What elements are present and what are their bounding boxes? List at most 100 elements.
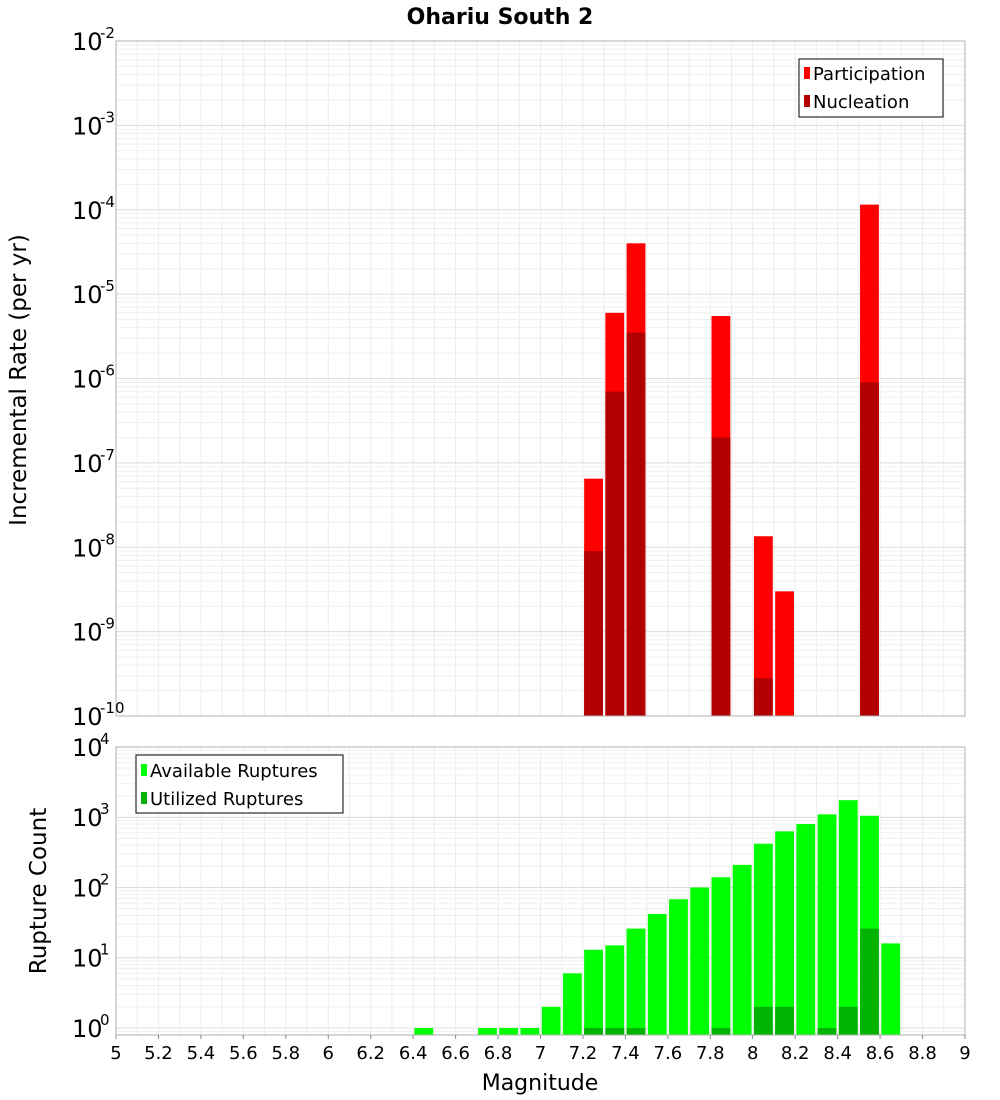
top-nucleation-bar	[860, 382, 879, 716]
top-y-tick-exponent: -4	[100, 193, 115, 211]
bottom-available-ruptures-bar	[732, 864, 752, 1035]
top-y-tick: 10-6	[72, 362, 115, 394]
top-y-tick-base: 10	[72, 366, 103, 394]
top-plot-frame	[115, 40, 966, 717]
top-nucleation-bar	[711, 437, 731, 716]
bottom-y-axis-label: Rupture Count	[26, 808, 52, 974]
x-tick-label: 5.2	[144, 1043, 173, 1064]
x-tick-label: 7.2	[569, 1043, 598, 1064]
top-y-tick-exponent: -6	[100, 362, 115, 380]
bottom-y-tick-base: 10	[72, 1015, 103, 1043]
top-y-tick: 10-5	[72, 277, 115, 309]
top-legend: Participation Nucleation	[798, 58, 944, 118]
x-tick-label: 5	[110, 1043, 121, 1064]
bottom-y-tick-base: 10	[72, 804, 103, 832]
x-tick-label: 7.6	[654, 1043, 683, 1064]
nucleation-legend-label: Nucleation	[813, 92, 909, 113]
top-plot-bars	[584, 204, 879, 717]
bottom-available-ruptures-bar	[817, 814, 837, 1035]
bottom-utilized-ruptures-bar	[753, 1006, 773, 1035]
participation-legend-swatch	[804, 67, 810, 79]
bottom-available-ruptures-bar	[690, 887, 710, 1035]
top-y-tick: 10-8	[72, 530, 115, 562]
bottom-available-ruptures-bar	[669, 899, 688, 1035]
top-nucleation-bar	[626, 332, 646, 716]
x-tick-label: 6.4	[399, 1043, 428, 1064]
bottom-y-tick: 104	[72, 730, 110, 762]
top-plot-gridlines	[116, 41, 965, 716]
available-ruptures-legend-swatch	[141, 764, 147, 776]
top-y-tick-base: 10	[72, 281, 103, 309]
top-legend-box	[798, 58, 944, 118]
x-tick-label: 8.2	[781, 1043, 810, 1064]
x-tick-label: 5.4	[187, 1043, 216, 1064]
top-nucleation-bar	[753, 678, 773, 716]
top-nucleation-bar	[584, 551, 603, 716]
x-tick-label: 8	[747, 1043, 758, 1064]
bottom-y-tick: 100	[72, 1011, 110, 1043]
top-y-tick: 10-9	[72, 615, 115, 647]
x-tick-label: 6	[323, 1043, 334, 1064]
bottom-available-ruptures-bar	[838, 800, 858, 1035]
bottom-available-ruptures-bar	[647, 913, 667, 1035]
x-tick-label: 6.2	[356, 1043, 385, 1064]
x-tick-label: 6.6	[441, 1043, 470, 1064]
bottom-available-ruptures-bar	[562, 973, 582, 1035]
top-y-tick: 10-10	[72, 699, 125, 731]
bottom-plot-bars	[414, 800, 901, 1035]
top-nucleation-bar	[605, 391, 625, 716]
x-tick-label: 7	[535, 1043, 546, 1064]
bottom-y-tick: 101	[72, 941, 110, 973]
top-y-tick-base: 10	[72, 619, 103, 647]
bottom-y-tick: 102	[72, 870, 110, 902]
top-y-tick: 10-7	[72, 446, 115, 478]
top-y-tick-base: 10	[72, 28, 103, 56]
top-participation-bar	[775, 591, 794, 716]
top-y-tick: 10-4	[72, 193, 115, 225]
top-y-tick-exponent: -9	[100, 615, 115, 633]
available-ruptures-legend-label: Available Ruptures	[150, 761, 318, 782]
bottom-available-ruptures-bar	[541, 1006, 561, 1035]
top-y-tick-base: 10	[72, 112, 103, 140]
top-y-tick-base: 10	[72, 534, 103, 562]
bottom-y-tick-base: 10	[72, 945, 103, 973]
x-tick-label: 8.6	[866, 1043, 895, 1064]
top-y-axis-label: Incremental Rate (per yr)	[6, 234, 32, 526]
top-y-tick-exponent: -2	[100, 24, 115, 42]
participation-legend-label: Participation	[813, 64, 925, 85]
top-y-tick: 10-3	[72, 108, 115, 140]
bottom-utilized-ruptures-bar	[605, 1027, 625, 1035]
bottom-utilized-ruptures-bar	[584, 1027, 603, 1035]
utilized-ruptures-legend-label: Utilized Ruptures	[150, 789, 303, 810]
top-y-tick-exponent: -8	[100, 530, 115, 548]
bottom-legend-box	[135, 754, 344, 814]
bottom-available-ruptures-bar	[499, 1027, 519, 1035]
bottom-y-tick: 103	[72, 800, 110, 832]
top-y-tick-base: 10	[72, 197, 103, 225]
x-tick-label: 7.4	[611, 1043, 640, 1064]
chart-title: Ohariu South 2	[407, 5, 594, 30]
utilized-ruptures-legend-swatch	[141, 792, 147, 804]
x-tick-label: 8.8	[908, 1043, 937, 1064]
top-y-tick-exponent: -7	[100, 446, 115, 464]
top-y-tick-exponent: -10	[100, 699, 125, 717]
bottom-available-ruptures-bar	[605, 945, 625, 1035]
bottom-y-tick-base: 10	[72, 874, 103, 902]
bottom-utilized-ruptures-bar	[711, 1027, 731, 1035]
top-y-tick-exponent: -5	[100, 277, 115, 295]
top-participation-bar	[753, 536, 773, 716]
bottom-utilized-ruptures-bar	[775, 1006, 794, 1035]
top-y-tick-base: 10	[72, 450, 103, 478]
bottom-available-ruptures-bar	[520, 1027, 540, 1035]
bottom-available-ruptures-bar	[775, 831, 794, 1035]
bottom-y-tick-exponent: 4	[100, 730, 110, 748]
bottom-utilized-ruptures-bar	[860, 928, 879, 1035]
x-tick-label: 8.4	[823, 1043, 852, 1064]
bottom-y-tick-exponent: 1	[100, 941, 110, 959]
bottom-y-tick-exponent: 2	[100, 870, 110, 888]
bottom-y-tick-exponent: 3	[100, 800, 110, 818]
top-y-tick-exponent: -3	[100, 108, 115, 126]
bottom-utilized-ruptures-bar	[817, 1027, 837, 1035]
